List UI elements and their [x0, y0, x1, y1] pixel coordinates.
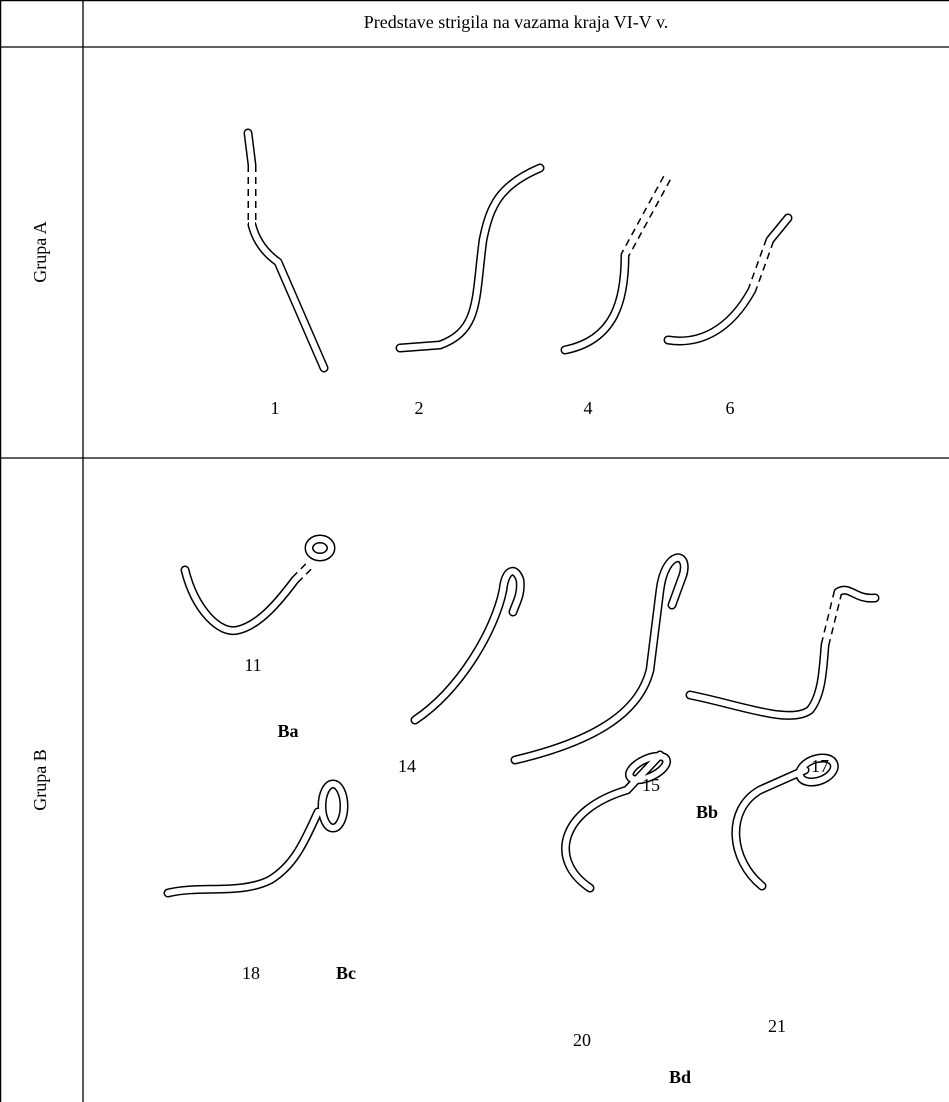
figure-number: 4	[584, 398, 593, 418]
figure-number: 6	[726, 398, 735, 418]
figure-number: 17	[811, 756, 829, 776]
subgroup-label: Bd	[669, 1067, 691, 1087]
header-title: Predstave strigila na vazama kraja VI-V …	[364, 12, 669, 32]
figure-number: 2	[415, 398, 424, 418]
row-label: Grupa A	[30, 221, 50, 283]
subgroup-label: Bc	[336, 963, 356, 983]
figure-number: 14	[398, 756, 416, 776]
figure-number: 1	[271, 398, 280, 418]
figure-number: 15	[642, 775, 660, 795]
figure-number: 11	[244, 655, 261, 675]
row-label: Grupa B	[30, 749, 50, 811]
strigil-drawings	[163, 128, 880, 898]
figure-number: 18	[242, 963, 260, 983]
subgroup-label: Ba	[277, 721, 298, 741]
figure-number: 21	[768, 1016, 786, 1036]
subgroup-label: Bb	[696, 802, 718, 822]
figure-number: 20	[573, 1030, 591, 1050]
